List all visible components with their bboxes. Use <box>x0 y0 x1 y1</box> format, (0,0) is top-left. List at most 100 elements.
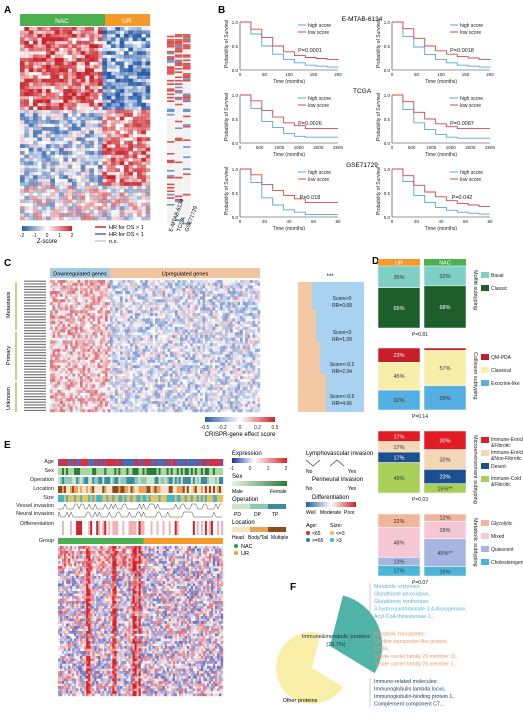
heatmap-a-cell <box>54 216 60 221</box>
heatmap-c-cell <box>222 310 226 314</box>
heatmap-a-cell <box>141 185 146 190</box>
hr-strip-cell <box>183 154 191 157</box>
heatmap-c-cell <box>170 318 173 322</box>
heatmap-a-cell <box>59 154 64 159</box>
heatmap-c-cell <box>227 285 231 289</box>
hr-strip-cell <box>175 34 183 36</box>
heatmap-c-cell <box>95 304 98 308</box>
heatmap-c-cell <box>152 335 156 338</box>
heatmap-c-cell <box>217 318 221 322</box>
heatmap-c-cell <box>107 293 111 297</box>
heatmap-c-cell <box>192 288 196 292</box>
heatmap-c-cell <box>157 351 161 355</box>
heatmap-a-cell <box>72 202 77 207</box>
heatmap-a-cell <box>106 95 112 100</box>
hr-strip-cell <box>175 188 183 191</box>
heatmap-c-cell <box>115 310 118 314</box>
heatmap-a-cell <box>41 164 47 169</box>
heatmap-c-cell <box>252 293 256 297</box>
heatmap-a-cell <box>119 58 125 62</box>
heatmap-a-cell <box>128 30 133 35</box>
heatmap-a-cell <box>37 151 42 155</box>
heatmap-c-cell <box>172 321 176 325</box>
heatmap-a-cell <box>115 78 120 83</box>
heatmap-c <box>24 280 261 413</box>
heatmap-c-cell <box>65 357 68 360</box>
heatmap-a-cell <box>102 151 107 155</box>
hr-strip-cell <box>175 49 183 51</box>
heatmap-a-cell <box>141 51 146 55</box>
heatmap-c-cell <box>230 346 233 349</box>
heatmap-a-cell <box>24 95 29 100</box>
heatmap-c-cell <box>110 280 113 283</box>
heatmap-c-cell <box>242 280 246 283</box>
heatmap-c-cell <box>175 324 178 327</box>
heatmap-c-cell <box>245 321 248 325</box>
heatmap-c-cell <box>202 326 206 330</box>
heatmap-c-cell <box>200 365 203 368</box>
heatmap-c-cell <box>243 338 246 341</box>
heatmap-c-cell <box>95 354 98 358</box>
hr-strip-cell <box>183 130 191 133</box>
heatmap-a-cell <box>76 99 81 104</box>
heatmap-c-cell <box>215 329 218 333</box>
km-y-label: Probability of Survival <box>376 20 382 68</box>
heatmap-c-cell <box>85 304 88 308</box>
heatmap-a-cell <box>33 64 38 69</box>
heatmap-c-cell <box>172 359 176 363</box>
hr-strip-cell <box>183 88 191 91</box>
heatmap-c-cell <box>110 351 113 355</box>
heatmap-a-cell <box>59 58 64 62</box>
heatmap-c-cell <box>130 324 133 327</box>
heatmap-a-cell <box>50 133 55 138</box>
heatmap-c-cell <box>232 321 236 325</box>
heatmap-a-cell <box>50 95 55 100</box>
heatmap-a-cell <box>137 61 142 66</box>
heatmap-c-cell <box>150 310 153 314</box>
heatmap-c-cell <box>77 340 81 344</box>
heatmap-c-cell <box>77 318 81 322</box>
heatmap-c-cell <box>165 315 168 319</box>
heatmap-c-cell <box>155 293 158 297</box>
heatmap-a-cell <box>89 68 94 73</box>
heatmap-c-cell <box>152 362 156 366</box>
heatmap-c-cell <box>177 280 181 283</box>
heatmap-c-cell <box>205 340 208 344</box>
heatmap-c-cell <box>78 321 81 324</box>
heatmap-c-cell <box>72 307 76 311</box>
heatmap-c-cell <box>175 370 178 374</box>
heatmap-c-cell <box>95 319 98 322</box>
heatmap-c-cell <box>207 291 211 294</box>
heatmap-a-cell <box>137 92 142 97</box>
heatmap-a-cell <box>41 213 47 217</box>
heatmap-c-cell <box>187 326 191 330</box>
heatmap-a-cell <box>37 216 42 221</box>
heatmap-a-cell <box>54 213 60 217</box>
heatmap-a-cell <box>102 54 107 59</box>
heatmap-c-cell <box>220 337 223 341</box>
hr-strip-cell <box>167 56 175 58</box>
heatmap-c-cell <box>247 348 251 352</box>
hr-strip-cell <box>167 171 175 174</box>
heatmap-a-cell <box>141 154 146 159</box>
heatmap-c-cell <box>255 282 258 286</box>
heatmap-a-cell <box>115 216 120 221</box>
heatmap-a-cell <box>28 95 34 100</box>
heatmap-c-cell <box>192 365 196 369</box>
heatmap-c-cell <box>247 346 251 349</box>
heatmap-a-cell <box>102 130 107 135</box>
heatmap-c-cell <box>55 285 58 289</box>
hr-strip-cell <box>167 147 175 150</box>
heatmap-a-cell <box>76 116 81 121</box>
heatmap-a-cell <box>115 120 120 124</box>
heatmap-a-cell <box>63 195 68 200</box>
heatmap-c-cell <box>90 302 93 305</box>
heatmap-c-cell <box>210 362 213 366</box>
heatmap-c-cell <box>165 332 168 336</box>
heatmap-c-cell <box>82 329 86 333</box>
heatmap-c-cell <box>197 329 201 333</box>
heatmap-c-cell <box>222 368 226 371</box>
heatmap-a-cell <box>37 113 42 117</box>
heatmap-c-cell <box>252 340 256 344</box>
heatmap-c-cell <box>202 321 206 325</box>
